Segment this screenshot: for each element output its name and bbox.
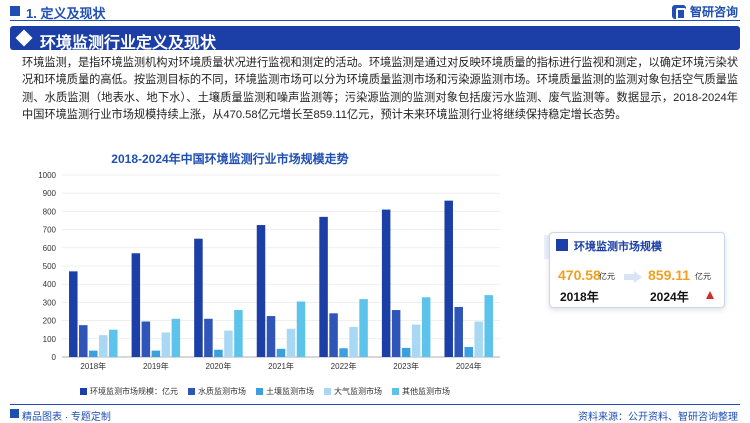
y-tick-label: 900 (43, 189, 57, 198)
bar (171, 318, 181, 357)
section-title: 1. 定义及现状 (26, 6, 106, 21)
brand: 智研咨询 (671, 3, 738, 20)
diamond-icon (15, 29, 33, 47)
bar-chart: 0 100 200 300 400 500 600 700 800 900 1000 2018年 201… (38, 171, 500, 371)
x-tick-label: 2024年 (456, 361, 482, 371)
y-tick-label: 600 (43, 244, 57, 253)
legend-swatch (324, 388, 331, 395)
x-tick-label: 2022年 (331, 361, 357, 371)
end-value: 859.11 (648, 267, 691, 283)
footer-divider (10, 404, 740, 405)
footer: 精品图表 · 专题定制 资料来源：公开资料、智研咨询整理 (0, 404, 750, 423)
x-tick-label: 2019年 (143, 361, 169, 371)
brand-logo-icon (671, 4, 686, 20)
bar (234, 310, 243, 357)
x-tick-label: 2021年 (268, 361, 294, 371)
bar (204, 318, 213, 357)
bar (79, 325, 88, 357)
y-tick-label: 1000 (38, 171, 56, 180)
chart-icon (556, 239, 568, 251)
bar (256, 225, 266, 357)
bar (464, 346, 473, 357)
section-marker-icon (10, 6, 20, 16)
market-size-card: 环境监测市场规模 470.58 亿元 859.11 亿元 2018年 2024年 (544, 232, 725, 308)
legend-label: 土壤监测市场 (266, 387, 314, 396)
bar (411, 324, 421, 357)
start-value: 470.58 (558, 267, 601, 283)
legend-label: 大气监测市场 (334, 387, 382, 396)
legend-swatch (392, 388, 399, 395)
legend-item: 环境监测市场规模：亿元 (80, 386, 178, 397)
up-arrow-icon (706, 291, 714, 299)
y-tick-label: 200 (43, 317, 57, 326)
top-bar: 1. 定义及现状 智研咨询 (0, 0, 750, 22)
bar (141, 321, 151, 357)
page-title: 环境监测行业定义及现状 (40, 35, 217, 52)
bar (484, 295, 493, 357)
legend-item: 土壤监测市场 (256, 386, 314, 397)
bar (131, 253, 141, 357)
legend-swatch (188, 388, 195, 395)
legend-swatch (256, 388, 263, 395)
chart-title: 2018-2024年中国环境监测行业市场规模走势 (111, 152, 349, 166)
y-tick-label: 100 (43, 335, 57, 344)
x-tick-label: 2020年 (206, 361, 232, 371)
bar (214, 349, 223, 357)
chart-legend: 环境监测市场规模：亿元 水质监测市场 土壤监测市场 大气监测市场 其他监测市场 (80, 386, 450, 397)
title-banner: 环境监测行业定义及现状 (10, 26, 740, 52)
legend-label: 其他监测市场 (402, 387, 450, 396)
legend-label: 水质监测市场 (198, 387, 246, 396)
bar (391, 310, 401, 357)
bar (319, 216, 328, 357)
bar (151, 350, 161, 357)
bar (349, 326, 358, 357)
bar (381, 209, 391, 357)
bar (474, 321, 483, 357)
y-tick-label: 0 (52, 353, 57, 362)
x-tick-label: 2018年 (80, 361, 106, 371)
bar (194, 238, 203, 357)
footer-tagline: 精品图表 · 专题定制 (22, 412, 111, 423)
bar (276, 348, 286, 357)
y-tick-label: 500 (43, 262, 57, 271)
end-unit: 亿元 (695, 272, 711, 281)
bar (89, 350, 98, 357)
legend-item: 水质监测市场 (188, 386, 246, 397)
bar (359, 299, 368, 357)
bar (339, 348, 348, 357)
bar (444, 200, 453, 357)
bar (161, 332, 171, 357)
bar (224, 330, 233, 357)
x-tick-label: 2023年 (393, 361, 419, 371)
y-tick-label: 700 (43, 226, 57, 235)
bar (69, 271, 78, 357)
data-source: 资料来源：公开资料、智研咨询整理 (578, 412, 738, 423)
top-divider (10, 20, 740, 21)
start-unit: 亿元 (599, 272, 615, 281)
y-tick-label: 800 (43, 207, 57, 216)
y-tick-label: 400 (43, 280, 57, 289)
card-title: 环境监测市场规模 (574, 241, 662, 253)
brand-name: 智研咨询 (689, 5, 738, 19)
bar (454, 306, 463, 357)
bar (109, 329, 118, 357)
start-year: 2018年 (560, 290, 599, 304)
bar (286, 328, 296, 357)
bar (421, 297, 431, 357)
legend-item: 其他监测市场 (392, 386, 450, 397)
bar (401, 347, 411, 357)
legend-swatch (80, 388, 87, 395)
bar (329, 313, 338, 357)
footer-icon (10, 409, 19, 418)
legend-label: 环境监测市场规模：亿元 (90, 387, 178, 396)
intro-paragraph: 环境监测，是指环境监测机构对环境质量状况进行监视和测定的活动。环境监测是通过对反… (22, 57, 739, 122)
end-year: 2024年 (650, 290, 689, 304)
bar (266, 316, 276, 357)
bar (296, 301, 306, 357)
bar (99, 335, 108, 357)
right-arrow-icon (624, 271, 642, 283)
legend-item: 大气监测市场 (324, 386, 382, 397)
y-tick-label: 300 (43, 298, 57, 307)
